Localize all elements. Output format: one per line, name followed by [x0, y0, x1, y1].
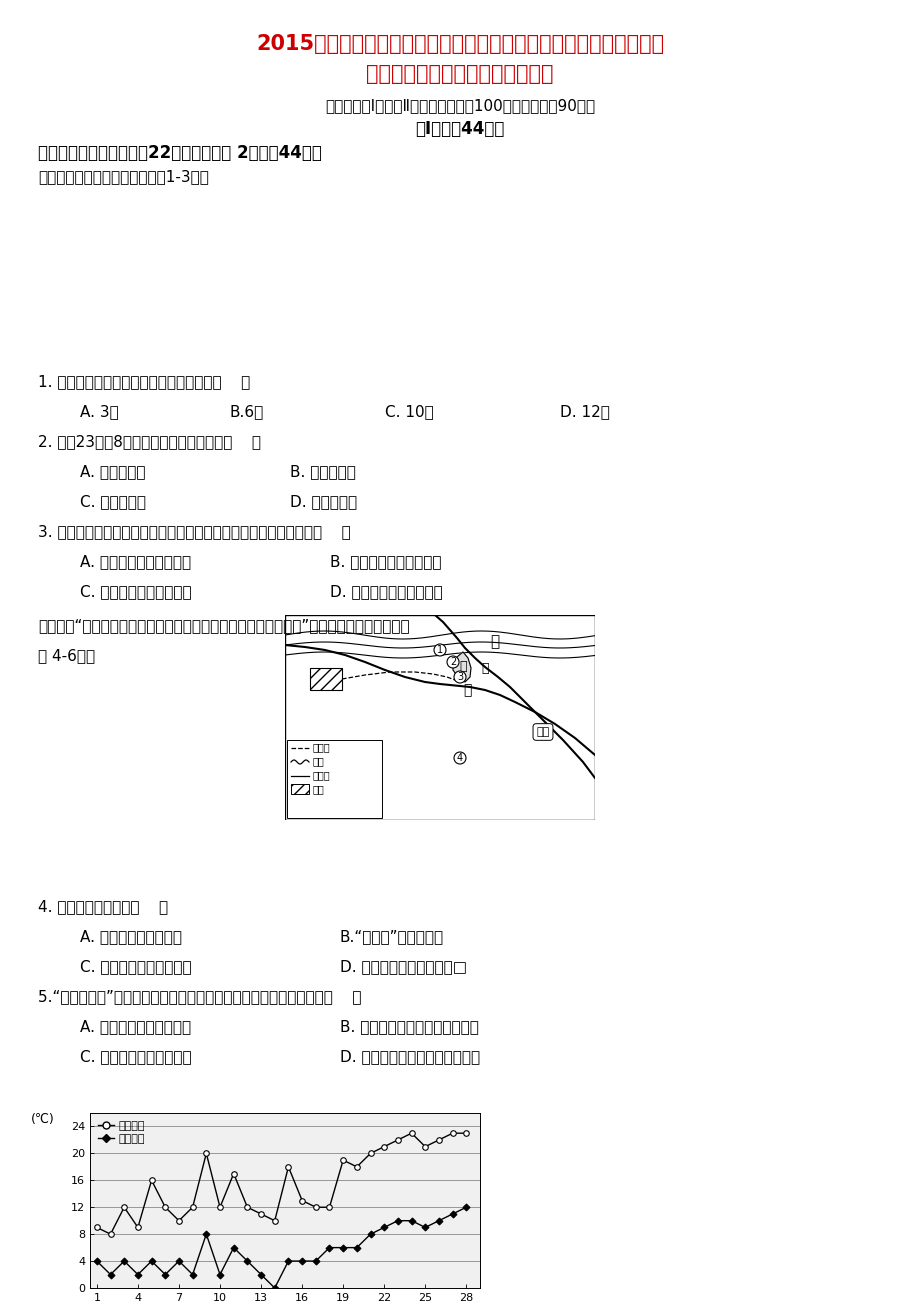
Text: 第Ⅰ卷（共44分）: 第Ⅰ卷（共44分） [414, 120, 505, 138]
Text: D. 热带气旋形成的台风雨: D. 热带气旋形成的台风雨 [330, 585, 442, 599]
Circle shape [434, 644, 446, 656]
Text: 心坝: 心坝 [536, 727, 549, 737]
Text: 河: 河 [490, 634, 499, 650]
Polygon shape [452, 652, 471, 682]
Circle shape [453, 753, 466, 764]
Text: D. 12月: D. 12月 [560, 404, 609, 419]
Text: C. 地形抬升形成的地形雨: C. 地形抬升形成的地形雨 [80, 585, 191, 599]
Text: C. 阴雨、晴朗: C. 阴雨、晴朗 [80, 493, 146, 509]
Text: 读南昌市某月气温曲线图，回筍1-3题。: 读南昌市某月气温曲线图，回筍1-3题。 [38, 169, 209, 184]
Text: 等高线: 等高线 [312, 769, 330, 780]
Text: B. 河流水位下降，河床露出而成: B. 河流水位下降，河床露出而成 [340, 1019, 479, 1034]
Text: 1. 正常年份，该气温出现的月份最可能是（    ）: 1. 正常年份，该气温出现的月份最可能是（ ） [38, 374, 250, 389]
Text: 洲: 洲 [462, 684, 471, 697]
Text: C. 河流涨水淹没沙洲而成: C. 河流涨水淹没沙洲而成 [80, 1049, 191, 1064]
Text: 1: 1 [437, 644, 443, 655]
Text: 3: 3 [457, 672, 462, 682]
Circle shape [447, 656, 459, 668]
Text: 小镇: 小镇 [312, 784, 324, 794]
Text: (℃): (℃) [31, 1113, 55, 1126]
Text: A. 3月: A. 3月 [80, 404, 119, 419]
Text: 3. 该月南昌市出现若干次降水，其降水的成因及主要类型最可能是（    ）: 3. 该月南昌市出现若干次降水，其降水的成因及主要类型最可能是（ ） [38, 523, 350, 539]
Text: 2: 2 [449, 658, 456, 667]
Text: 5.“莫问桑田事”中桑落洲即指江心洲，多位于河流下游，一般是由于（    ）: 5.“莫问桑田事”中桑落洲即指江心洲，多位于河流下游，一般是由于（ ） [38, 990, 361, 1004]
Text: 甲: 甲 [459, 660, 466, 673]
Text: 中毕业班第一次联合考试地理试题: 中毕业班第一次联合考试地理试题 [366, 64, 553, 85]
Circle shape [453, 671, 466, 684]
Text: 乙: 乙 [481, 661, 488, 674]
Text: 一、选择题（本大题包括22小题，每小题 2分，共44分）: 一、选择题（本大题包括22小题，每小题 2分，共44分） [38, 145, 322, 161]
Text: B.“新住处”多位于乙地: B.“新住处”多位于乙地 [340, 930, 444, 944]
Text: 4: 4 [457, 753, 462, 763]
Text: D. 晴朗、阴雨: D. 晴朗、阴雨 [289, 493, 357, 509]
Text: A. 河流的东岸是侵蚀岂: A. 河流的东岸是侵蚀岂 [80, 930, 182, 944]
Text: 引水线: 引水线 [312, 742, 330, 753]
Text: D. 河流流向为自南向北流□: D. 河流流向为自南向北流□ [340, 960, 467, 974]
Text: 2015年秋季南乔中学、荷山中学、南安三中、永春三中、永春乔中高: 2015年秋季南乔中学、荷山中学、南安三中、永春三中、永春乔中高 [255, 34, 664, 53]
Bar [310, 668, 342, 690]
Text: C. 乙岸河床较陶宜建河港: C. 乙岸河床较陶宜建河港 [80, 960, 191, 974]
Text: 4. 下列叙述正确的是（    ）: 4. 下列叙述正确的是（ ） [38, 898, 168, 914]
Text: B. 冷锋活动形成的锋面雨: B. 冷锋活动形成的锋面雨 [330, 553, 441, 569]
Text: 本试题分第Ⅰ卷和第Ⅱ卷两部分，满分100分，考试时间90分钟: 本试题分第Ⅰ卷和第Ⅱ卷两部分，满分100分，考试时间90分钟 [324, 98, 595, 113]
Text: B. 晴朗、多云: B. 晴朗、多云 [289, 464, 356, 479]
Text: A. 多云、阴雨: A. 多云、阴雨 [80, 464, 145, 479]
Text: 河流: 河流 [312, 756, 324, 766]
Text: D. 河道变宽之处，泥沙淤积而成: D. 河道变宽之处，泥沙淤积而成 [340, 1049, 480, 1064]
FancyBboxPatch shape [287, 740, 381, 818]
Text: 2. 该月23日丸8日的天气状况分别可能是（    ）: 2. 该月23日丸8日的天气状况分别可能是（ ） [38, 434, 261, 449]
Text: 成 4-6题。: 成 4-6题。 [38, 648, 95, 663]
Legend: 最高气温, 最低气温: 最高气温, 最低气温 [96, 1118, 147, 1146]
Text: A. 热力作用形成的对流雨: A. 热力作用形成的对流雨 [80, 553, 191, 569]
Text: A. 河道凹岸流水侵蚀而成: A. 河道凹岸流水侵蚀而成 [80, 1019, 191, 1034]
Text: C. 10月: C. 10月 [384, 404, 433, 419]
Text: B.6月: B.6月 [230, 404, 264, 419]
Bar [290, 784, 309, 794]
Text: 古诗曰：“莫问桑田事，但看桑落洲。数家新住处，昔日大江流。”结合下图和所学知识，完: 古诗曰：“莫问桑田事，但看桑落洲。数家新住处，昔日大江流。”结合下图和所学知识，… [38, 618, 409, 633]
